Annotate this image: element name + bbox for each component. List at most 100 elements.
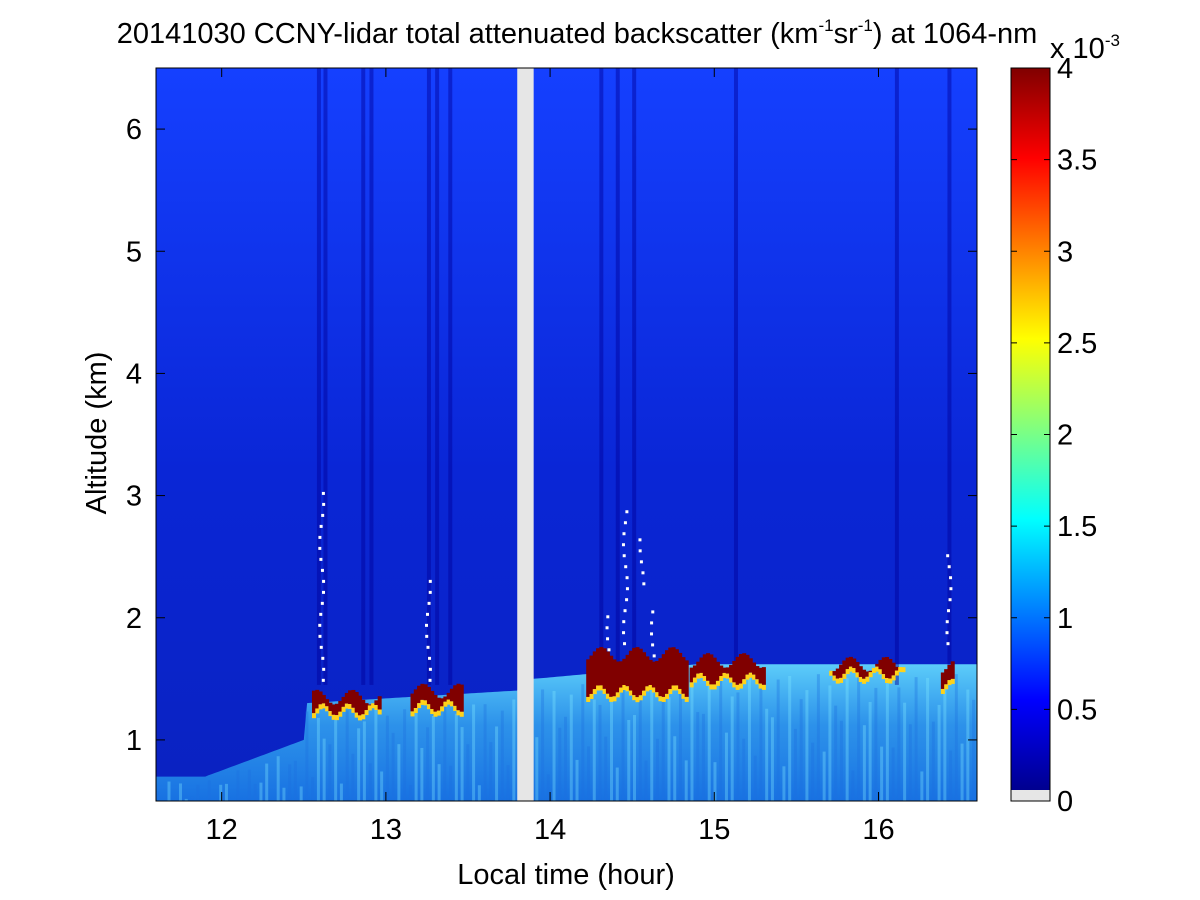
cloud-cell <box>752 662 757 675</box>
cloud-cell <box>341 696 346 707</box>
boundary-streak <box>190 796 194 801</box>
cloud-cell <box>348 690 353 704</box>
cloud-edge <box>761 684 766 690</box>
y-tick-label: 6 <box>126 114 142 146</box>
cloud-edge <box>596 685 601 691</box>
cloud-edge <box>605 693 610 699</box>
cloud-edge <box>430 709 435 715</box>
cloud-edge <box>592 689 597 695</box>
cloud-cell <box>684 660 689 697</box>
speckle <box>622 631 626 635</box>
cloud-cell <box>433 694 438 712</box>
boundary-streak <box>972 699 976 801</box>
boundary-streak <box>701 713 705 801</box>
plot-area <box>155 67 978 802</box>
boundary-streak <box>954 674 958 801</box>
cloud-edge <box>901 667 906 673</box>
cloud-edge <box>706 680 711 686</box>
cloud-cell <box>881 657 886 675</box>
boundary-streak <box>351 753 355 801</box>
cloud-cell <box>377 696 382 710</box>
speckle <box>425 612 429 616</box>
cloud-cell <box>839 664 844 678</box>
cloud-cell <box>842 660 847 674</box>
signal-column <box>947 68 952 685</box>
boundary-streak <box>621 686 625 801</box>
speckle <box>652 654 656 658</box>
boundary-streak <box>684 760 688 801</box>
cloud-edge <box>371 703 376 709</box>
cloud-edge <box>655 692 660 698</box>
cloud-cell <box>835 668 840 679</box>
speckle <box>622 532 626 536</box>
cloud-edge <box>712 684 717 690</box>
cloud-edge <box>842 673 847 679</box>
speckle <box>651 610 655 614</box>
signal-column <box>599 68 604 685</box>
cloud-edge <box>858 676 863 682</box>
cloud-edge <box>752 674 757 680</box>
boundary-streak <box>357 728 361 801</box>
cloud-edge <box>738 683 743 689</box>
boundary-streak <box>742 738 746 801</box>
cloud-edge <box>950 678 955 684</box>
cloud-cell <box>625 654 630 687</box>
colorbar-tick-label: 1 <box>1057 603 1073 635</box>
boundary-streak <box>236 770 240 801</box>
cloud-cell <box>940 672 945 689</box>
cloud-cell <box>430 690 435 710</box>
speckle <box>622 554 626 558</box>
boundary-streak <box>885 674 889 801</box>
speckle <box>428 678 432 682</box>
boundary-streak <box>673 736 677 801</box>
cloud-edge <box>862 678 867 684</box>
cloud-edge <box>648 684 653 690</box>
boundary-streak <box>949 750 953 801</box>
boundary-streak <box>167 781 171 801</box>
plot-frame <box>155 67 978 802</box>
cloud-edge <box>684 696 689 702</box>
speckle <box>946 554 950 558</box>
speckle <box>650 621 654 625</box>
speckle <box>623 521 627 525</box>
cloud-cell <box>665 650 670 694</box>
boundary-streak <box>288 764 292 801</box>
cloud-edge <box>420 699 425 705</box>
cloud-edge <box>696 673 701 679</box>
speckle <box>606 615 610 619</box>
cloud-cell <box>351 689 356 708</box>
speckle <box>426 645 430 649</box>
boundary-streak <box>420 747 424 801</box>
boundary-streak <box>472 704 476 801</box>
speckle <box>949 576 953 580</box>
cloud-edge <box>351 707 356 713</box>
speckle <box>623 642 627 646</box>
signal-column <box>361 68 366 685</box>
cloud-cell <box>651 661 656 688</box>
cloud-cell <box>702 654 707 677</box>
cloud-cell <box>622 658 627 686</box>
y-tick-label: 3 <box>126 481 142 513</box>
boundary-streak <box>506 765 510 801</box>
cloud-edge <box>729 677 734 683</box>
cloud-edge <box>835 678 840 684</box>
boundary-streak <box>903 702 907 801</box>
cloud-edge <box>413 707 418 713</box>
boundary-streak <box>299 786 303 801</box>
speckle <box>638 538 642 542</box>
boundary-streak <box>196 784 200 801</box>
boundary-streak <box>880 746 884 801</box>
cloud-cell <box>615 661 620 693</box>
boundary-streak <box>489 742 493 801</box>
boundary-streak <box>368 763 372 801</box>
cloud-edge <box>665 693 670 699</box>
boundary-streak <box>638 687 642 801</box>
cloud-edge <box>668 689 673 695</box>
signal-column <box>435 68 440 685</box>
colorbar-tick-label: 4 <box>1057 53 1073 85</box>
x-tick-label: 16 <box>862 814 894 846</box>
boundary-streak <box>822 751 826 801</box>
cloud-cell <box>722 667 727 673</box>
boundary-streak <box>311 777 315 801</box>
cloud-cell <box>318 691 323 705</box>
